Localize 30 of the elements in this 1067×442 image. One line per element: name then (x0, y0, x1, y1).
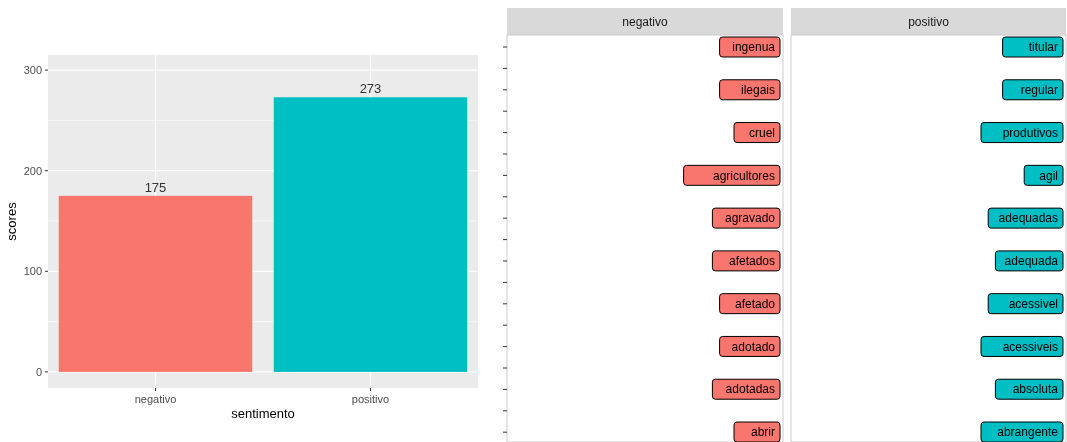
x-axis-title: sentimento (231, 406, 295, 421)
text: abrangente (997, 425, 1059, 440)
y-tick-label: 100 (23, 265, 42, 278)
text: titular (1028, 40, 1058, 55)
data-label: 175 (144, 179, 167, 195)
text: agil (1039, 168, 1058, 183)
text: adotado (731, 339, 776, 354)
data-label: 273 (359, 81, 382, 97)
text: cruel (748, 125, 775, 140)
text: regular (1020, 82, 1058, 97)
text: afetado (734, 296, 776, 311)
text: ilegais (740, 82, 775, 97)
y-tick-label: 0 (35, 365, 42, 378)
text: absoluta (1012, 382, 1059, 397)
text: ingenua (732, 40, 776, 55)
text: acessiveis (1002, 339, 1058, 354)
y-axis-title: scores (4, 201, 19, 241)
text: positivo (908, 14, 950, 29)
y-tick-label: 300 (23, 63, 42, 76)
text: adequadas (998, 211, 1058, 226)
text: afetados (728, 254, 775, 269)
y-tick-label: 200 (23, 164, 42, 177)
text: produtivos (1002, 125, 1058, 140)
text: adotadas (725, 382, 775, 397)
text: negativo (622, 14, 669, 29)
text: agravado (724, 211, 776, 226)
text: adequada (1004, 254, 1059, 269)
text: agricultores (712, 168, 775, 183)
text: abrir (750, 425, 775, 440)
text: acessivel (1008, 296, 1058, 311)
